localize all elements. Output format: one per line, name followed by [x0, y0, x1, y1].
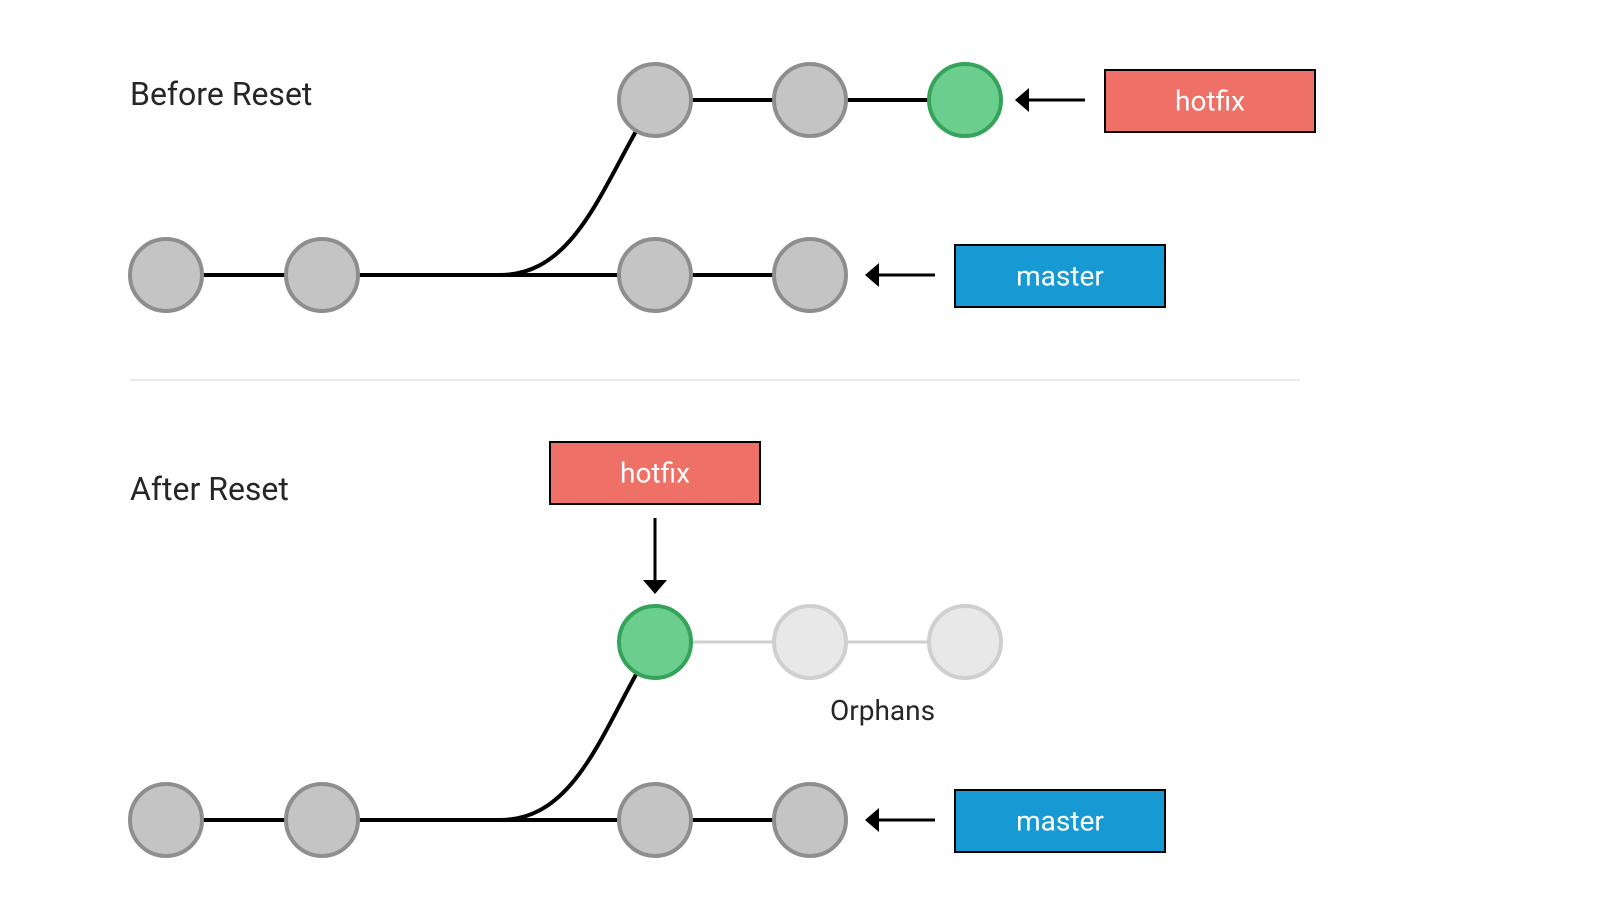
- commit: [774, 239, 846, 311]
- branch-label-text-master: master: [1016, 260, 1104, 293]
- commit: [774, 784, 846, 856]
- commit: [619, 64, 691, 136]
- orphans-label: Orphans: [830, 694, 935, 727]
- git-reset-diagram: Before Reset hotfix master After Reset hotfi…: [0, 0, 1600, 900]
- arrow-head-icon: [865, 263, 879, 287]
- commit: [774, 64, 846, 136]
- commit-orphan: [929, 606, 1001, 678]
- panel-title: Before Reset: [130, 75, 312, 113]
- commit: [130, 784, 202, 856]
- commit: [286, 239, 358, 311]
- commit-head: [619, 606, 691, 678]
- commit: [619, 784, 691, 856]
- commit: [619, 239, 691, 311]
- arrow-head-icon: [643, 580, 667, 594]
- arrow-head-icon: [865, 808, 879, 832]
- branch-label-text-master: master: [1016, 805, 1104, 838]
- commit-head: [929, 64, 1001, 136]
- panel-title: After Reset: [130, 470, 289, 508]
- arrow-head-icon: [1015, 88, 1029, 112]
- commit: [130, 239, 202, 311]
- branch-label-text-hotfix: hotfix: [620, 457, 690, 490]
- branch-label-text-hotfix: hotfix: [1175, 85, 1245, 118]
- commit: [286, 784, 358, 856]
- commit-orphan: [774, 606, 846, 678]
